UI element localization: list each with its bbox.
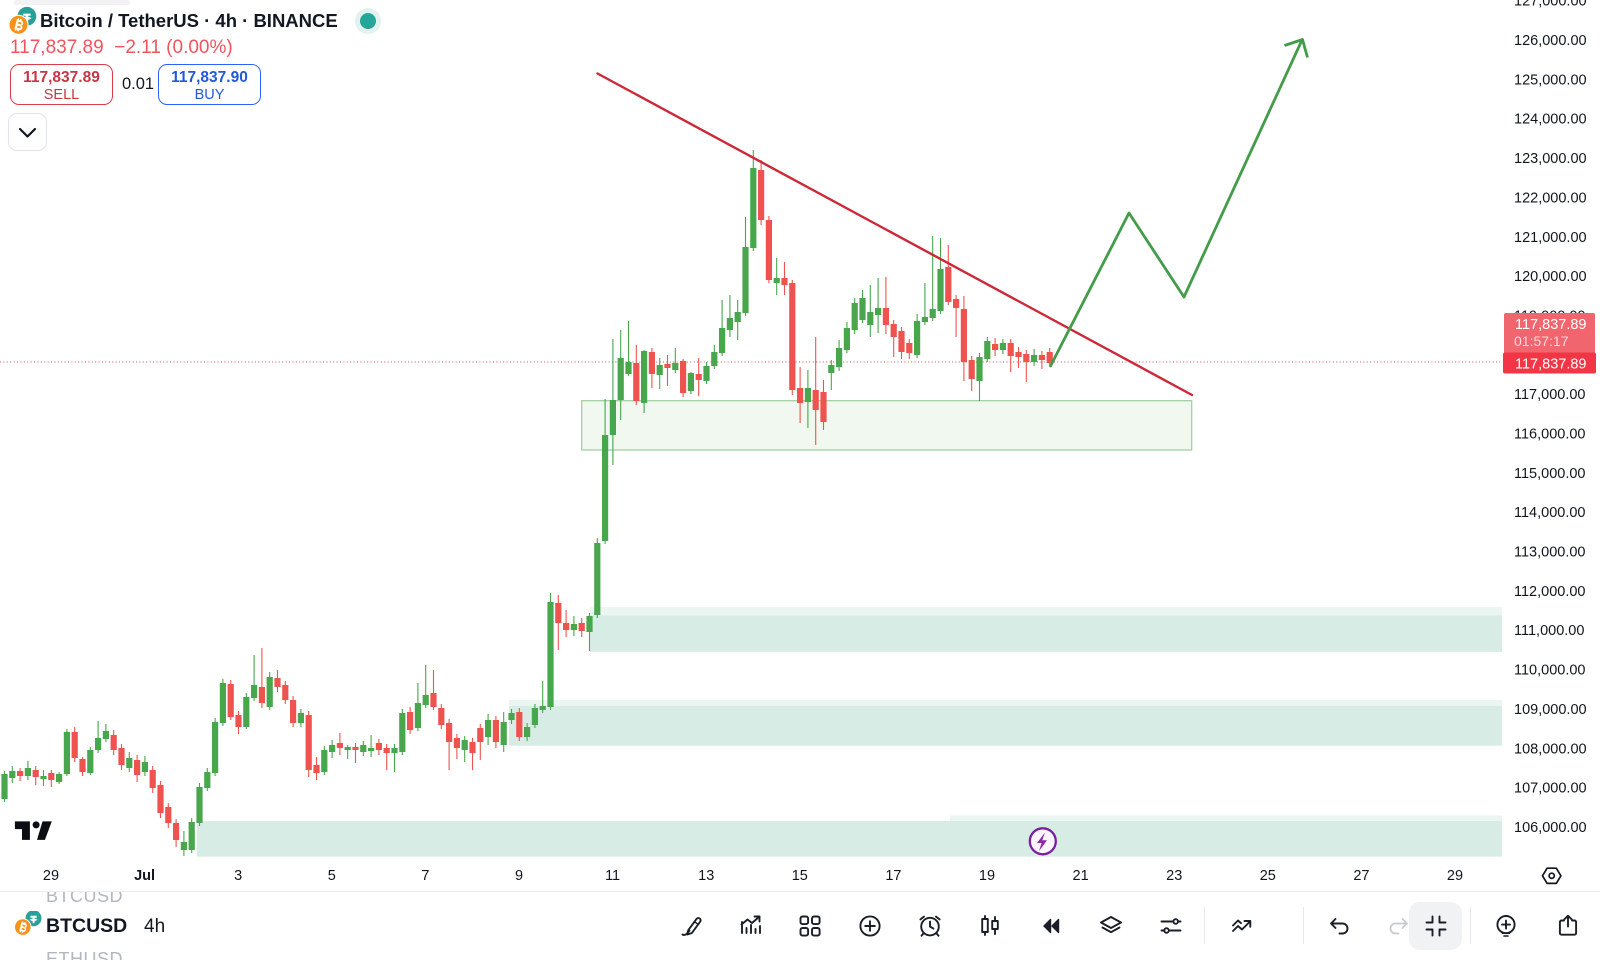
svg-text:23: 23 xyxy=(1166,868,1182,884)
svg-text:126,000.00: 126,000.00 xyxy=(1514,33,1587,49)
svg-text:127,000.00: 127,000.00 xyxy=(1514,0,1587,10)
svg-text:111,000.00: 111,000.00 xyxy=(1514,623,1584,639)
svg-text:19: 19 xyxy=(979,868,995,884)
svg-text:3: 3 xyxy=(234,868,242,884)
svg-text:29: 29 xyxy=(1447,868,1463,884)
svg-text:116,000.00: 116,000.00 xyxy=(1514,427,1586,443)
svg-text:9: 9 xyxy=(515,868,523,884)
svg-text:17: 17 xyxy=(885,868,901,884)
svg-text:01:57:17: 01:57:17 xyxy=(1514,333,1569,349)
svg-text:120,000.00: 120,000.00 xyxy=(1514,269,1587,285)
svg-text:112,000.00: 112,000.00 xyxy=(1514,584,1586,600)
svg-text:113,000.00: 113,000.00 xyxy=(1514,545,1586,561)
svg-text:106,000.00: 106,000.00 xyxy=(1514,820,1587,836)
svg-text:124,000.00: 124,000.00 xyxy=(1514,112,1587,128)
svg-text:117,837.89: 117,837.89 xyxy=(1515,357,1587,373)
svg-text:29: 29 xyxy=(43,868,59,884)
svg-text:121,000.00: 121,000.00 xyxy=(1514,230,1587,246)
svg-text:115,000.00: 115,000.00 xyxy=(1514,466,1586,482)
svg-text:Jul: Jul xyxy=(134,868,155,884)
svg-text:114,000.00: 114,000.00 xyxy=(1514,505,1586,521)
svg-text:117,837.89: 117,837.89 xyxy=(1515,317,1587,333)
svg-text:122,000.00: 122,000.00 xyxy=(1514,190,1587,206)
svg-text:11: 11 xyxy=(605,868,620,884)
svg-text:125,000.00: 125,000.00 xyxy=(1514,72,1587,88)
svg-text:21: 21 xyxy=(1073,868,1089,884)
svg-text:25: 25 xyxy=(1260,868,1276,884)
svg-text:5: 5 xyxy=(328,868,336,884)
svg-text:108,000.00: 108,000.00 xyxy=(1514,741,1587,757)
svg-text:107,000.00: 107,000.00 xyxy=(1514,781,1587,797)
svg-text:7: 7 xyxy=(421,868,429,884)
svg-text:15: 15 xyxy=(792,868,808,884)
svg-text:27: 27 xyxy=(1353,868,1369,884)
svg-text:123,000.00: 123,000.00 xyxy=(1514,151,1587,167)
svg-text:117,000.00: 117,000.00 xyxy=(1514,387,1586,403)
svg-text:109,000.00: 109,000.00 xyxy=(1514,702,1587,718)
svg-text:13: 13 xyxy=(698,868,714,884)
svg-text:110,000.00: 110,000.00 xyxy=(1514,663,1586,679)
